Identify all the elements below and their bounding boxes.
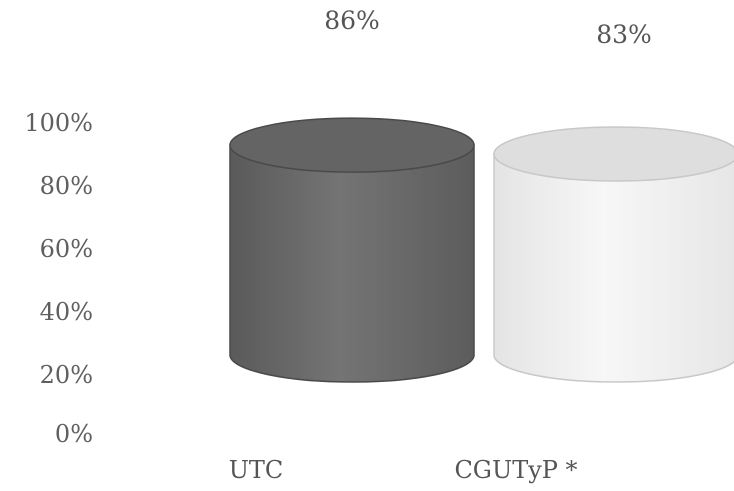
cylinder-top [493,126,734,182]
y-tick-label: 20% [40,361,93,389]
y-tick-label: 80% [40,172,93,200]
cylinder-top [229,117,475,173]
data-label: 83% [596,20,652,49]
y-axis: 0% 20% 40% 60% 80% 100% [24,109,93,448]
y-tick-label: 100% [24,109,93,137]
x-axis: UTC CGUTyP * [229,456,578,484]
cylinder-body [229,144,475,383]
cylinder-bar [493,126,734,383]
data-labels: 86% 83% [324,6,652,49]
bars-group [229,117,734,383]
y-tick-label: 60% [40,235,93,263]
category-label: CGUTyP * [454,456,577,484]
cylinder-body [493,153,734,383]
y-tick-label: 0% [55,420,93,448]
category-label: UTC [229,456,284,484]
data-label: 86% [324,6,380,35]
y-tick-label: 40% [40,298,93,326]
cylinder-bar [229,117,475,383]
